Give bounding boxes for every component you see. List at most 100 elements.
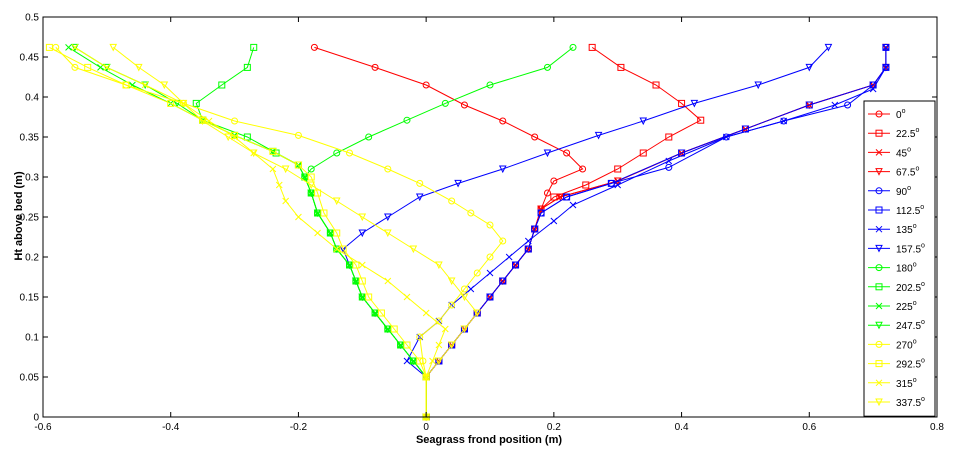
legend-entry: 0o: [868, 108, 906, 121]
legend-label-superscript: o: [913, 377, 917, 384]
legend-label: 247.5o: [896, 319, 925, 332]
data-point: [377, 309, 385, 317]
data-point: [543, 149, 552, 158]
x-tick-label: 0.8: [930, 422, 944, 433]
data-point: [332, 245, 341, 254]
data-point: [639, 149, 647, 157]
legend-entry: 247.5o: [868, 319, 925, 332]
data-point: [780, 117, 788, 125]
data-point: [141, 81, 149, 89]
data-point: [243, 63, 251, 71]
legend-entry: 45o: [868, 146, 911, 159]
series-22-5: [422, 43, 705, 421]
data-point: [875, 244, 883, 253]
data-point: [531, 225, 539, 233]
data-point: [869, 85, 877, 93]
data-point: [579, 165, 587, 173]
y-tick-label: 0.15: [20, 293, 40, 304]
series-225: [65, 44, 430, 421]
data-point: [875, 264, 883, 272]
data-point: [179, 99, 188, 108]
data-point: [294, 161, 302, 169]
data-point: [314, 189, 322, 197]
data-point: [294, 131, 302, 139]
data-point: [358, 261, 366, 269]
data-point: [71, 44, 79, 51]
series-292-5: [45, 43, 430, 421]
legend-label: 0o: [896, 108, 906, 121]
data-point: [875, 225, 883, 233]
legend-label-superscript: o: [915, 127, 919, 134]
data-point: [403, 293, 411, 301]
data-point: [875, 168, 883, 176]
legend-label-superscript: o: [913, 262, 917, 269]
data-point: [160, 81, 169, 90]
legend-label-superscript: o: [913, 223, 917, 230]
data-point: [333, 229, 341, 237]
data-point: [875, 149, 883, 156]
legend-label-superscript: o: [902, 108, 906, 115]
data-point: [384, 213, 392, 222]
data-point: [97, 64, 104, 71]
data-point: [875, 110, 883, 118]
data-point: [524, 237, 532, 245]
data-point: [831, 101, 839, 109]
series-0: [310, 43, 587, 421]
data-point: [448, 197, 456, 205]
data-point: [358, 229, 367, 238]
data-point: [218, 81, 226, 89]
data-point: [84, 63, 92, 71]
data-point: [486, 269, 494, 277]
legend-label-value: 292.5: [896, 360, 921, 371]
data-point: [875, 321, 883, 330]
data-point: [282, 197, 290, 205]
data-point: [269, 147, 277, 155]
data-point: [365, 293, 373, 301]
legend-label: 22.5o: [896, 127, 919, 140]
data-point: [403, 357, 411, 365]
data-point: [550, 177, 558, 185]
data-point: [844, 101, 852, 109]
data-point: [652, 81, 660, 89]
y-tick-label: 0.1: [25, 333, 39, 344]
data-point: [614, 181, 622, 189]
data-point: [352, 277, 360, 286]
series-45: [422, 44, 890, 421]
y-tick-label: 0.3: [25, 173, 39, 184]
data-point: [454, 179, 462, 188]
series-line: [195, 47, 427, 417]
x-tick-label: -0.2: [290, 422, 308, 433]
series-315: [71, 44, 449, 421]
data-point: [141, 81, 149, 90]
data-point: [499, 237, 507, 245]
legend-label-superscript: o: [913, 338, 917, 345]
legend-label: 112.5o: [896, 204, 924, 217]
data-point: [486, 293, 494, 301]
series-line: [425, 46, 702, 417]
data-point: [332, 197, 341, 206]
data-point: [307, 189, 316, 198]
legend-label-value: 202.5: [896, 283, 921, 294]
legend-label-value: 135: [896, 225, 913, 236]
data-point: [875, 379, 883, 387]
series-202-5: [192, 43, 430, 421]
data-point: [65, 44, 72, 51]
legend-label-superscript: o: [921, 281, 925, 288]
legend-entry: 315o: [868, 377, 917, 390]
legend-label: 45o: [896, 146, 911, 159]
data-point: [310, 43, 318, 51]
legend-label-value: 157.5: [896, 244, 921, 255]
data-point: [678, 99, 686, 107]
data-point: [403, 116, 411, 124]
series-line: [406, 47, 887, 417]
data-point: [588, 43, 596, 51]
data-point: [441, 99, 449, 107]
series-line: [74, 46, 427, 417]
data-point: [805, 101, 813, 109]
data-point: [231, 133, 238, 141]
data-point: [875, 302, 883, 310]
data-point: [103, 64, 111, 71]
data-point: [460, 285, 468, 293]
series-line: [55, 47, 504, 417]
data-point: [422, 373, 430, 382]
